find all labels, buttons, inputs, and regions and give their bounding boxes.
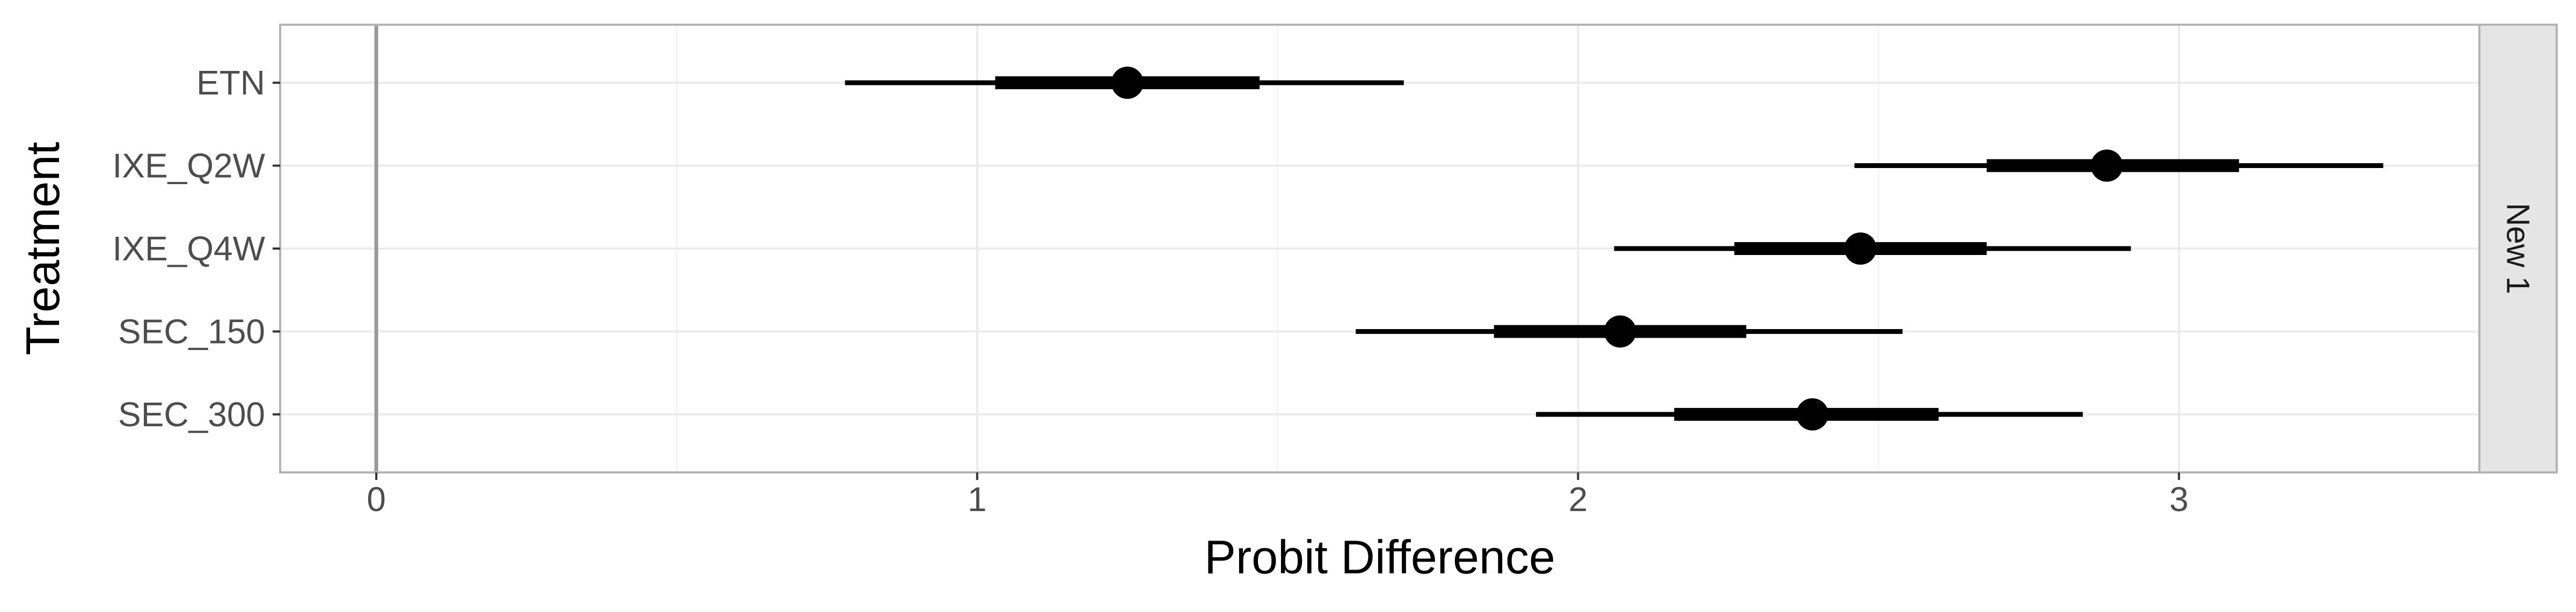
y-tick-label: SEC_150 <box>118 312 265 351</box>
facet-strip <box>2478 24 2558 473</box>
facet-strip-label: New 1 <box>2500 203 2536 294</box>
point-estimate-IXE_Q2W <box>2090 149 2123 182</box>
point-estimate-SEC_150 <box>1604 315 1636 348</box>
x-tick-label: 1 <box>968 480 987 519</box>
y-axis-ticks: ETN IXE_Q2W IXE_Q4W SEC_150 SEC_300 <box>112 63 280 434</box>
point-estimate-SEC_300 <box>1796 398 1829 431</box>
y-tick-label: IXE_Q4W <box>112 229 265 268</box>
x-tick-label: 0 <box>367 480 386 519</box>
y-tick-label: SEC_300 <box>118 395 265 434</box>
y-tick-label: IXE_Q2W <box>112 147 265 185</box>
y-tick-label: ETN <box>196 63 265 102</box>
x-tick-label: 2 <box>1569 480 1588 519</box>
x-axis-ticks: 0 1 2 3 <box>367 472 2189 519</box>
y-axis-title: Treatment <box>16 142 69 355</box>
point-estimate-IXE_Q4W <box>1844 232 1877 265</box>
data-marks <box>845 67 2383 431</box>
x-tick-label: 3 <box>2169 480 2189 519</box>
x-axis-title: Probit Difference <box>1204 530 1555 584</box>
point-estimate-ETN <box>1111 67 1144 99</box>
